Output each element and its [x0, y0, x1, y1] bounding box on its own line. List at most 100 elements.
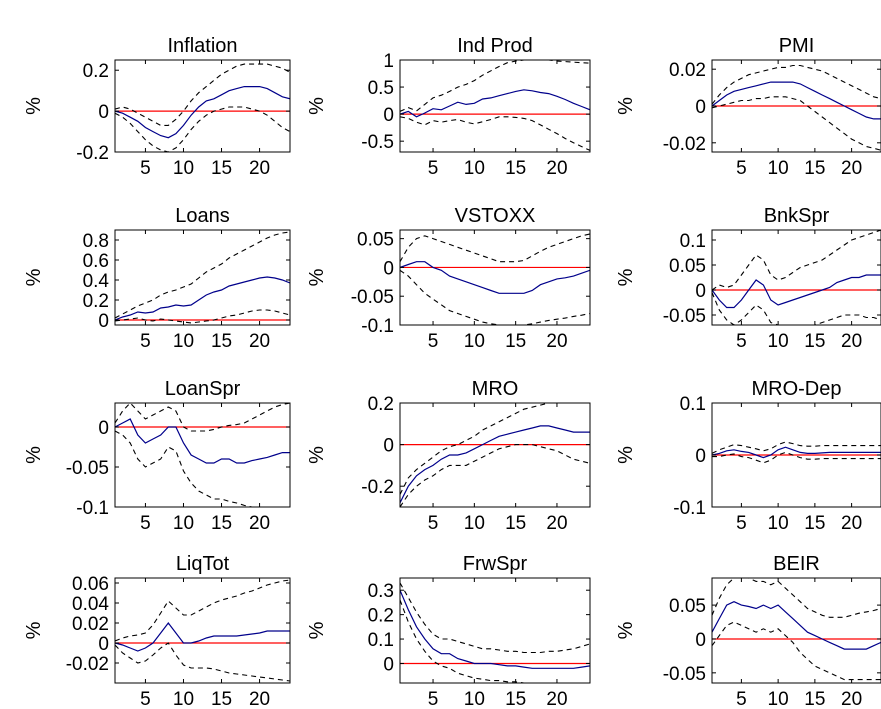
y-tick-label: 0.2	[83, 61, 109, 82]
x-tick-label: 10	[768, 331, 789, 352]
y-tick-label: 0	[383, 654, 394, 675]
x-tick-label: 20	[841, 158, 862, 179]
panel-title: MRO	[472, 378, 519, 400]
irf-line	[712, 274, 881, 309]
y-tick-label: 0.3	[368, 581, 394, 602]
y-tick-label: -0.1	[361, 316, 394, 337]
x-tick-label: 15	[505, 331, 526, 352]
x-tick-label: 10	[173, 331, 194, 352]
confidence-band-lower	[400, 269, 590, 325]
axes-box	[114, 577, 291, 684]
x-tick-label: 5	[140, 513, 151, 534]
axes-box	[399, 577, 591, 684]
y-axis-label: %	[615, 621, 637, 639]
y-tick-label: -0.5	[361, 132, 394, 153]
x-tick-label: 20	[841, 689, 862, 709]
y-axis-label: %	[23, 621, 45, 639]
irf-line	[400, 261, 590, 294]
y-tick-label: 0	[695, 97, 706, 118]
y-tick-label: -0.05	[663, 664, 706, 685]
confidence-band-lower	[712, 621, 881, 681]
panel-title: BEIR	[773, 553, 820, 575]
axes-box	[399, 229, 591, 326]
y-tick-label: 0	[695, 630, 706, 651]
y-tick-label: 0	[383, 258, 394, 279]
y-tick-label: 0	[695, 281, 706, 302]
y-axis-label: %	[306, 97, 328, 115]
y-tick-label: 0	[383, 436, 394, 457]
confidence-band-lower	[115, 642, 290, 682]
y-tick-label: 0.05	[669, 596, 706, 617]
confidence-band-upper	[115, 231, 290, 319]
confidence-band-upper	[400, 60, 590, 112]
panel-vstoxx: VSTOXX% 5 10 15 20 -0.1 -0.05 0 0.05	[306, 205, 591, 352]
x-tick-label: 5	[140, 689, 151, 709]
y-tick-label: -0.1	[76, 498, 109, 519]
y-tick-label: 0.8	[83, 231, 109, 252]
x-tick-label: 10	[768, 689, 789, 709]
y-tick-label: -0.05	[66, 458, 109, 479]
y-tick-label: 0.2	[83, 291, 109, 312]
x-tick-label: 10	[464, 158, 485, 179]
x-tick-label: 5	[428, 513, 439, 534]
axes-box	[114, 59, 291, 153]
x-tick-label: 20	[841, 331, 862, 352]
x-tick-label: 15	[804, 513, 825, 534]
confidence-band-upper	[712, 441, 881, 454]
confidence-band-upper	[712, 230, 881, 291]
panel-title: BnkSpr	[764, 205, 830, 227]
x-tick-label: 15	[804, 689, 825, 709]
irf-line	[115, 418, 290, 464]
y-tick-label: 0.2	[368, 394, 394, 415]
y-tick-label: -0.02	[66, 654, 109, 675]
confidence-band-lower	[400, 599, 590, 683]
y-tick-label: 0.05	[669, 256, 706, 277]
axes-box	[711, 229, 881, 326]
y-axis-label: %	[306, 621, 328, 639]
axes-box	[711, 577, 881, 684]
x-tick-label: 5	[428, 331, 439, 352]
x-tick-label: 10	[768, 513, 789, 534]
confidence-band-upper	[115, 63, 290, 126]
confidence-band-lower	[115, 430, 290, 507]
x-tick-label: 20	[546, 689, 567, 709]
panel-title: VSTOXX	[455, 205, 536, 227]
y-axis-label: %	[615, 446, 637, 464]
panel-beir: BEIR% 5 10 15 20 -0.05 0 0.05	[615, 553, 881, 709]
y-tick-label: 0	[695, 446, 706, 467]
panel-mro-dep: MRO-Dep% 5 10 15 20 -0.1 0 0.1	[615, 378, 881, 534]
panel-title: Ind Prod	[457, 35, 533, 57]
y-tick-label: 0	[98, 634, 109, 655]
y-tick-label: 0.1	[680, 231, 706, 252]
confidence-band-lower	[712, 96, 881, 151]
x-tick-label: 15	[211, 689, 232, 709]
x-tick-label: 15	[804, 331, 825, 352]
x-tick-label: 15	[211, 331, 232, 352]
y-tick-label: -0.02	[663, 134, 706, 155]
confidence-band-lower	[712, 451, 881, 464]
irf-line	[712, 446, 881, 459]
y-axis-label: %	[23, 446, 45, 464]
confidence-band-lower	[400, 444, 590, 507]
axes-box	[399, 59, 591, 153]
y-tick-label: -0.05	[351, 287, 394, 308]
x-tick-label: 5	[140, 158, 151, 179]
x-tick-label: 15	[505, 158, 526, 179]
x-tick-label: 20	[546, 331, 567, 352]
y-tick-label: 1	[383, 51, 394, 72]
x-tick-label: 20	[841, 513, 862, 534]
panel-bnkspr: BnkSpr% 5 10 15 20 -0.05 0 0.05 0.1	[615, 205, 881, 352]
x-tick-label: 20	[249, 513, 270, 534]
panel-title: LoanSpr	[165, 378, 241, 400]
irf-line	[712, 81, 881, 120]
y-tick-label: 0.02	[669, 60, 706, 81]
x-tick-label: 5	[736, 331, 747, 352]
y-tick-label: 0	[383, 105, 394, 126]
panel-title: LiqTot	[176, 553, 230, 575]
y-axis-label: %	[615, 97, 637, 115]
x-tick-label: 10	[768, 158, 789, 179]
x-tick-label: 20	[546, 513, 567, 534]
y-tick-label: -0.1	[673, 498, 706, 519]
